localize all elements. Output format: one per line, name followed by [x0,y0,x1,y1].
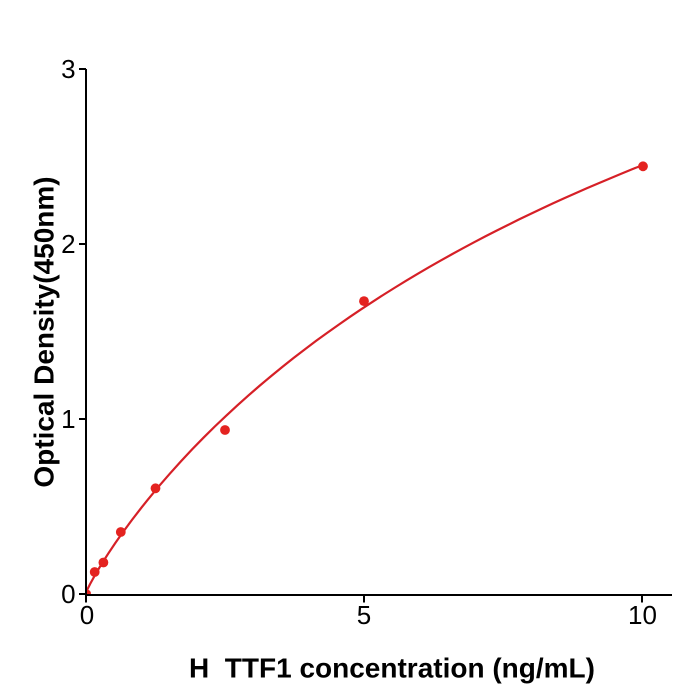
svg-text:1: 1 [61,404,75,434]
svg-text:2: 2 [61,229,75,259]
svg-text:0: 0 [61,579,75,609]
svg-text:Optical Density(450nm): Optical Density(450nm) [29,176,60,487]
svg-text:10: 10 [628,600,657,630]
svg-text:5: 5 [357,600,371,630]
svg-text:0: 0 [80,600,94,630]
svg-text:H TTF1 concentration (ng/mL): H TTF1 concentration (ng/mL) [189,653,595,684]
svg-text:3: 3 [61,54,75,84]
